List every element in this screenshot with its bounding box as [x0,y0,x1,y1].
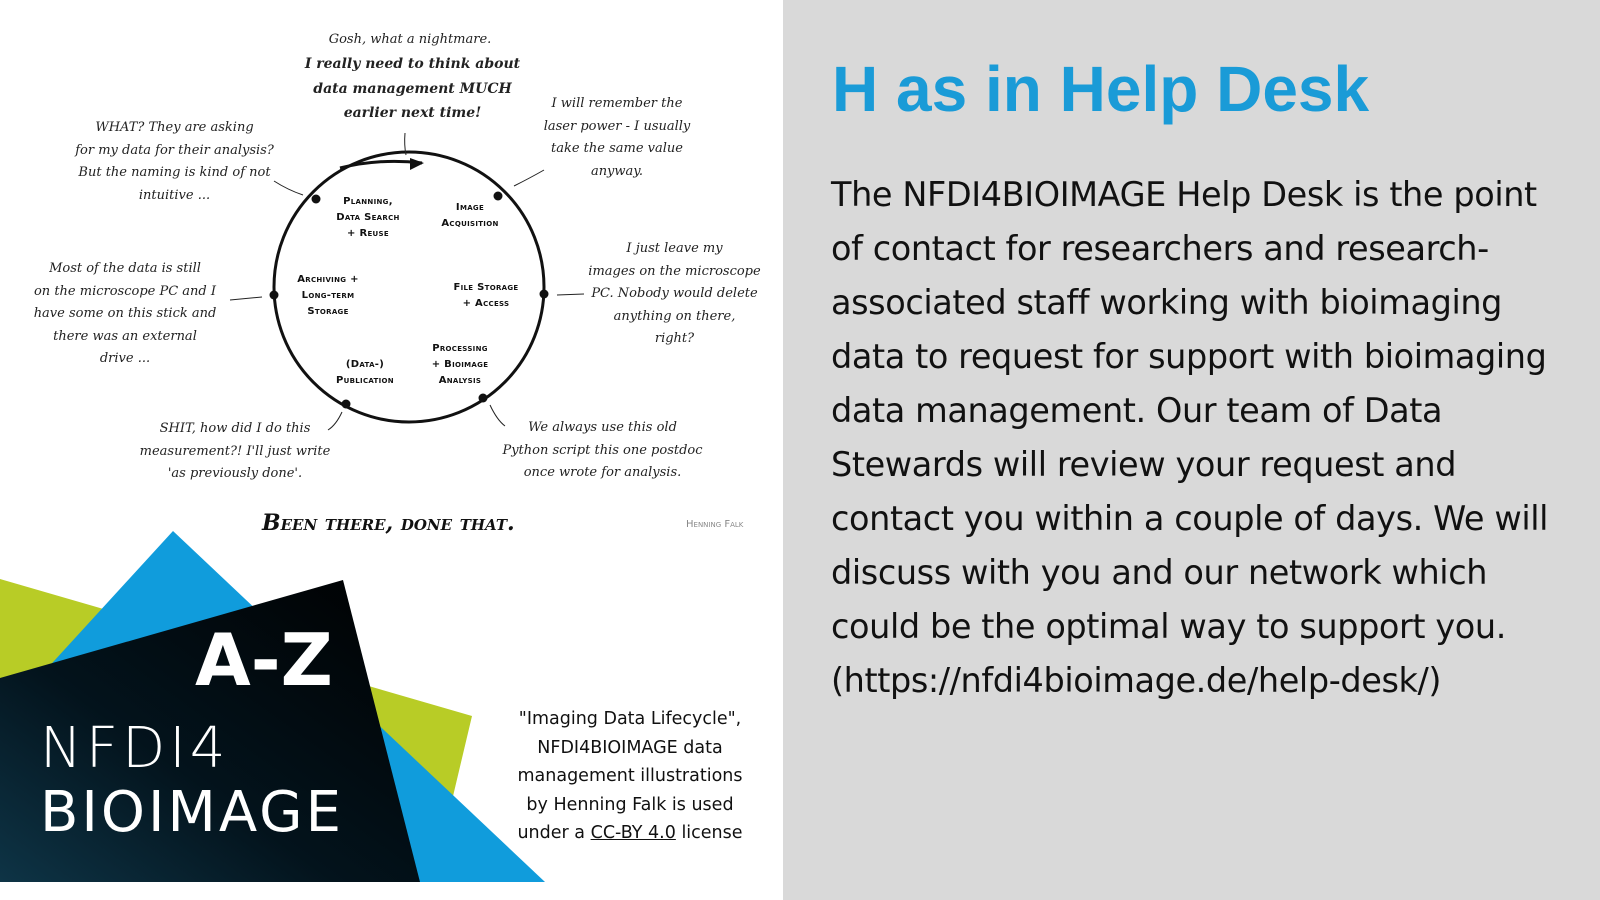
illustrator-signature: Henning Falk [686,519,744,530]
logo-nfdi4: NFDI4 [40,716,230,781]
arrow-head-icon [410,158,424,170]
stage-storage: File Storage + Access [453,282,519,309]
credit-text: "Imaging Data Lifecycle", NFDI4BIOIMAGE … [517,709,743,843]
stage-analysis: Processing + Bioimage Analysis [431,343,489,386]
lifecycle-diagram [229,132,585,431]
stage-archiving: Archiving + Long-term Storage [297,274,359,317]
logo-background [0,531,545,882]
slide-title: H as in Help Desk [832,53,1370,125]
bottom-strip [0,882,783,900]
quote-planning: WHAT? They are asking for my data for th… [75,120,274,203]
quote-analysis: We always use this old Python script thi… [502,420,703,480]
quote-acquisition: I will remember the laser power - I usua… [543,96,691,179]
dark-shape [0,580,420,882]
quote-top: Gosh, what a nightmare. [328,32,492,47]
quote-publication: SHIT, how did I do this measurement?! I'… [139,421,331,481]
quote-archiving: Most of the data is still on the microsc… [33,261,217,366]
text-panel [783,0,1600,900]
license-link[interactable]: CC-BY 4.0 [590,823,676,843]
credit-suffix: license [681,823,743,843]
slide-body: The NFDI4BIOIMAGE Help Desk is the point… [831,175,1549,700]
stage-markers [269,191,549,409]
quote-storage: I just leave my images on the microscope… [588,241,761,346]
quote-leaders [229,132,585,431]
logo-az: A-Z [195,618,333,702]
logo-bioimage: BIOIMAGE [40,780,344,845]
lifecycle-circle [272,150,546,424]
image-credit: "Imaging Data Lifecycle", NFDI4BIOIMAGE … [505,705,755,848]
stage-publication: (Data-) Publication [336,359,394,386]
motto: Been there, done that. [262,510,515,536]
stage-acquisition: Image Acquisition [441,202,499,229]
stage-planning: Planning, Data Search + Reuse [336,196,400,239]
quote-top-bold: I really need to think about data manage… [304,56,521,121]
illustration-panel: Planning, Data Search + Reuse Image Acqu… [0,0,783,882]
